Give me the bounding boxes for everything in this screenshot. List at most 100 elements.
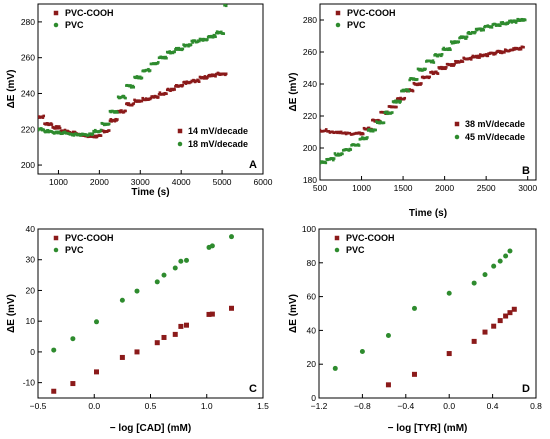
data-point	[453, 62, 456, 66]
legend: PVC-COOH PVC	[335, 8, 396, 30]
data-point	[70, 381, 76, 387]
data-point	[368, 128, 372, 131]
data-point	[431, 59, 435, 62]
data-point	[465, 35, 469, 39]
x-tick-label: 0.4	[487, 401, 499, 411]
series-layer	[332, 248, 517, 388]
data-point	[147, 67, 150, 71]
data-point	[390, 111, 394, 114]
data-point	[464, 37, 468, 40]
x-tick-label: −0.4	[397, 401, 414, 411]
x-tick-label: −1.2	[311, 401, 328, 411]
data-point	[408, 78, 412, 82]
data-point	[486, 54, 490, 58]
legend-label: PVC	[346, 245, 365, 255]
data-point	[395, 105, 398, 109]
annotation-marker	[454, 121, 460, 127]
plot-frame	[319, 3, 537, 181]
x-axis-label: Time (s)	[131, 187, 169, 198]
x-tick-label: 1000	[352, 183, 371, 193]
panel-letter: D	[522, 383, 530, 395]
legend-label: PVC-COOH	[65, 233, 114, 243]
data-point	[156, 96, 160, 99]
data-point	[215, 31, 218, 35]
data-point	[499, 50, 503, 53]
data-point	[148, 69, 152, 72]
panel-c: −0.5 0.0 0.5 1.0 1.5 -10 0 10 20 30 40 − log [CAD] …	[6, 224, 269, 434]
data-point	[41, 116, 45, 119]
data-point	[439, 54, 443, 58]
data-point	[125, 102, 129, 105]
data-point	[124, 109, 127, 113]
data-point	[478, 56, 481, 59]
data-point	[51, 347, 57, 353]
data-point	[184, 82, 188, 85]
data-point	[360, 137, 363, 141]
data-point	[120, 109, 123, 112]
data-point	[156, 61, 160, 64]
x-tick-label: 1.0	[201, 401, 213, 411]
data-point	[109, 118, 113, 121]
data-point	[224, 72, 228, 76]
data-point	[407, 89, 411, 93]
data-point	[515, 19, 519, 23]
data-point	[333, 152, 337, 155]
data-point	[173, 88, 176, 91]
data-point	[507, 310, 513, 316]
data-point	[161, 272, 167, 278]
y-tick-label: 40	[307, 325, 317, 335]
data-point	[403, 96, 407, 100]
data-point	[367, 126, 371, 130]
data-point	[206, 311, 212, 317]
x-tick-label: 6000	[254, 177, 273, 187]
data-point	[172, 331, 178, 337]
data-point	[511, 48, 515, 52]
data-point	[347, 149, 351, 152]
x-tick-label: 5000	[213, 177, 232, 187]
legend-marker	[53, 247, 59, 253]
y-tick-label: 80	[307, 258, 317, 268]
data-point	[444, 66, 448, 69]
data-point	[320, 161, 322, 165]
annotation-marker	[177, 128, 183, 134]
data-point	[122, 94, 126, 98]
y-tick-label: 200	[21, 160, 35, 170]
data-point	[332, 157, 336, 160]
data-point	[385, 382, 391, 388]
data-point	[71, 130, 75, 134]
data-point	[331, 158, 335, 162]
data-point	[474, 30, 477, 34]
data-point	[173, 50, 176, 54]
data-point	[479, 27, 482, 31]
y-tick-label: 60	[307, 292, 317, 302]
x-tick-label: −0.5	[30, 401, 47, 411]
y-axis-label: ΔE (mV)	[6, 70, 17, 109]
y-tick-label: 200	[303, 143, 317, 153]
data-point	[523, 18, 527, 22]
slope-annotation: 38 mV/decade	[465, 119, 525, 129]
data-point	[428, 75, 431, 79]
legend-label: PVC	[65, 245, 84, 255]
data-point	[107, 122, 111, 126]
data-point	[46, 128, 50, 132]
data-point	[124, 96, 127, 100]
data-point	[138, 75, 142, 79]
data-point	[184, 322, 189, 328]
data-point	[348, 131, 352, 135]
data-point	[181, 83, 185, 87]
data-point	[457, 40, 461, 44]
y-tick-label: 0	[30, 347, 35, 357]
y-tick-label: 220	[21, 124, 35, 134]
x-tick-label: 0.8	[530, 401, 542, 411]
data-point	[229, 234, 234, 240]
data-point	[411, 305, 417, 311]
data-point	[490, 26, 494, 29]
data-point	[513, 48, 516, 51]
y-tick-label: 280	[303, 15, 317, 25]
data-point	[357, 144, 361, 147]
data-point	[174, 46, 178, 50]
data-point	[219, 30, 223, 34]
data-point	[184, 257, 189, 263]
data-point	[42, 128, 46, 132]
legend: PVC-COOH PVC	[334, 233, 395, 255]
